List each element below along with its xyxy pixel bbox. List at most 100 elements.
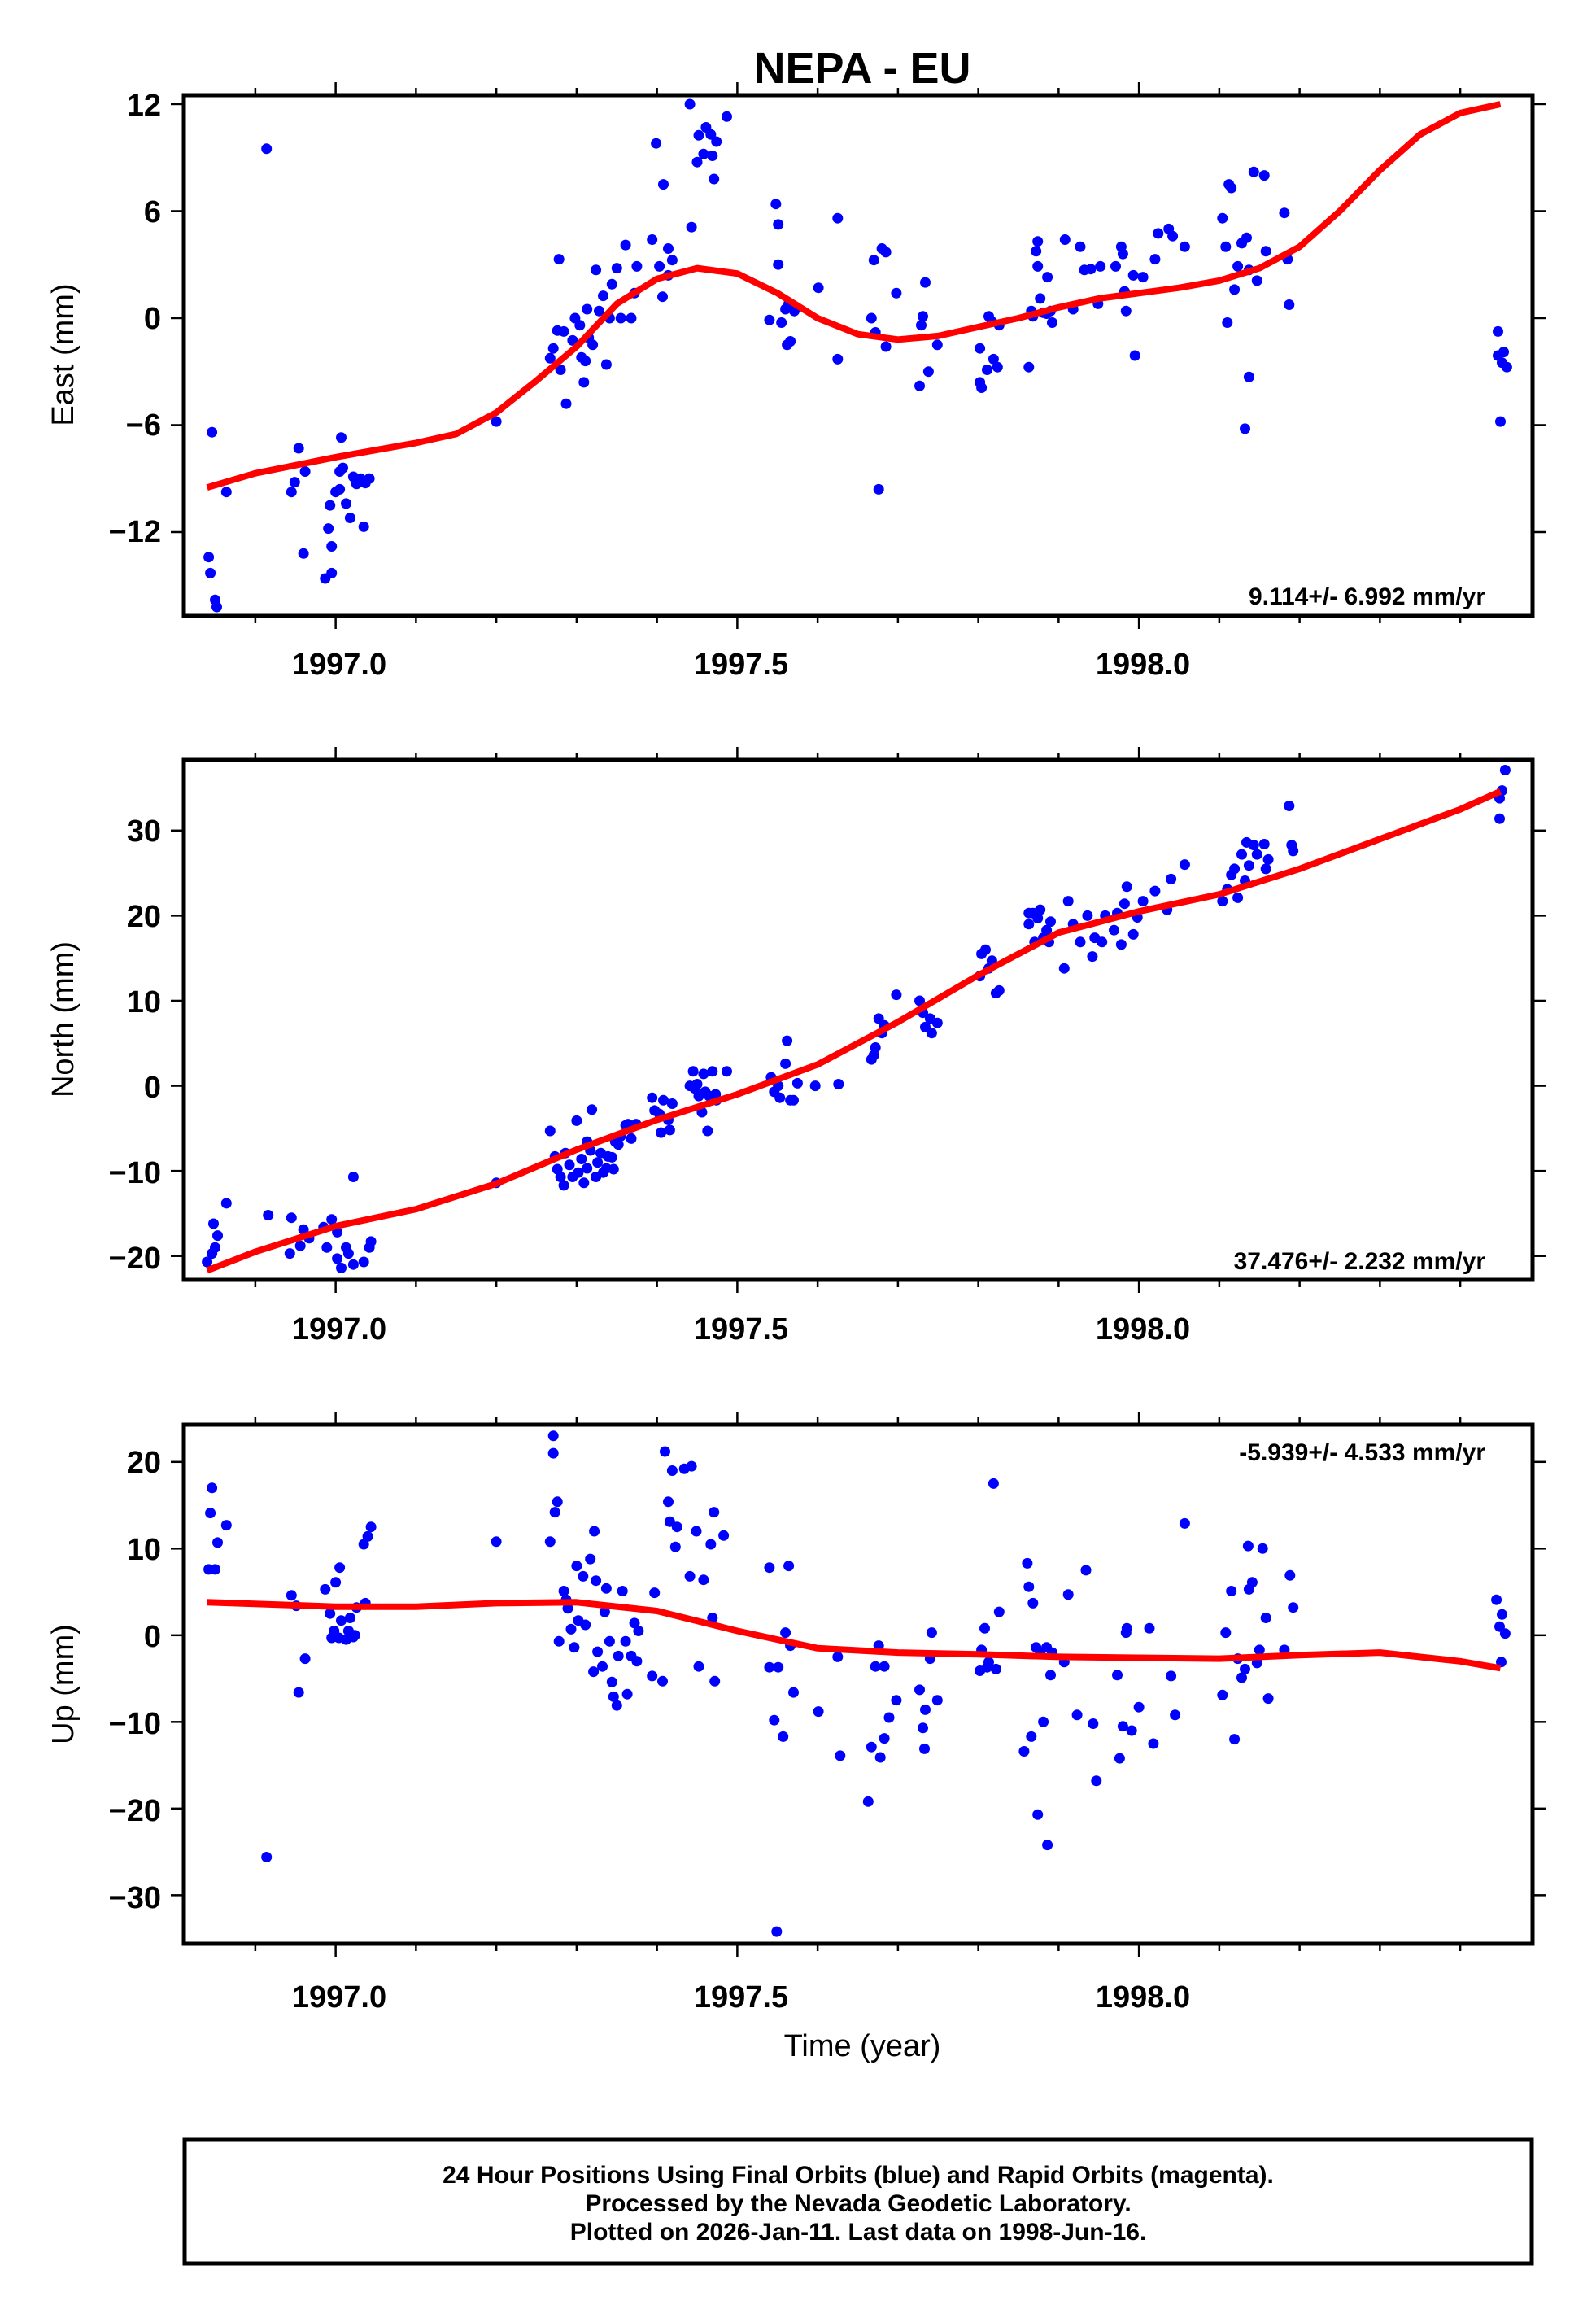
data-point bbox=[1071, 1709, 1083, 1721]
data-point bbox=[660, 1446, 670, 1457]
data-point bbox=[686, 1460, 697, 1472]
data-point bbox=[202, 1256, 213, 1268]
data-point bbox=[891, 1695, 902, 1706]
data-point bbox=[791, 1077, 803, 1089]
panel-north: North (mm) 37.476+/- 2.232 mm/yr 1997.0 … bbox=[46, 747, 1546, 1347]
data-point bbox=[555, 1172, 566, 1182]
data-point bbox=[349, 1630, 360, 1641]
data-point bbox=[1133, 1701, 1145, 1713]
data-point bbox=[1032, 1809, 1044, 1820]
data-point bbox=[1258, 839, 1270, 849]
data-point bbox=[880, 247, 892, 258]
data-point bbox=[813, 282, 824, 294]
data-point bbox=[780, 1627, 791, 1639]
data-point bbox=[883, 1712, 895, 1723]
footer-frame bbox=[182, 2137, 1534, 2266]
data-point bbox=[1031, 246, 1042, 257]
y-tick-label: −20 bbox=[109, 1794, 161, 1828]
data-point bbox=[1493, 325, 1503, 337]
data-point bbox=[1498, 347, 1509, 358]
data-point bbox=[1284, 299, 1295, 310]
data-point bbox=[651, 138, 662, 149]
data-point bbox=[1491, 1594, 1502, 1605]
data-point bbox=[1127, 269, 1139, 281]
data-point bbox=[1220, 1627, 1232, 1639]
data-point bbox=[1229, 1734, 1241, 1745]
data-point bbox=[1120, 305, 1132, 317]
data-point bbox=[203, 552, 215, 563]
data-point bbox=[286, 487, 297, 498]
data-point bbox=[832, 212, 844, 224]
data-point bbox=[691, 156, 703, 168]
data-point bbox=[1284, 1569, 1296, 1581]
data-point bbox=[711, 136, 722, 147]
data-point bbox=[1045, 1670, 1056, 1681]
data-point bbox=[330, 1577, 342, 1588]
data-point bbox=[647, 1670, 658, 1682]
y-tick-label: −6 bbox=[126, 408, 161, 443]
data-point bbox=[809, 1080, 821, 1092]
data-point bbox=[1153, 228, 1164, 239]
panel-east: East (mm) 9.114+/- 6.992 mm/yr 1997.0 19… bbox=[46, 82, 1546, 682]
data-point bbox=[553, 1635, 565, 1647]
data-point bbox=[990, 1663, 1001, 1674]
data-point bbox=[597, 1661, 608, 1672]
data-point bbox=[988, 353, 999, 365]
data-point bbox=[606, 1676, 617, 1687]
data-point bbox=[608, 1163, 619, 1175]
data-point bbox=[922, 366, 934, 378]
rate-label-up: -5.939+/- 4.533 mm/yr bbox=[1239, 1439, 1485, 1466]
data-point bbox=[1045, 916, 1056, 928]
data-point bbox=[585, 1553, 596, 1565]
data-point bbox=[1129, 350, 1140, 361]
data-point bbox=[663, 243, 674, 254]
data-point bbox=[914, 380, 925, 391]
data-point bbox=[325, 1608, 336, 1619]
data-point bbox=[1232, 892, 1244, 903]
data-point bbox=[931, 1695, 943, 1706]
data-point bbox=[1117, 1721, 1128, 1732]
data-point bbox=[326, 567, 338, 578]
data-point bbox=[1119, 898, 1130, 910]
data-point bbox=[544, 352, 556, 364]
data-point bbox=[344, 513, 355, 523]
data-point bbox=[707, 151, 718, 161]
data-point bbox=[1075, 241, 1086, 252]
data-point bbox=[336, 1262, 347, 1273]
data-point bbox=[261, 143, 273, 155]
data-point bbox=[698, 148, 709, 159]
data-point bbox=[1251, 275, 1262, 286]
data-point bbox=[718, 1530, 730, 1541]
data-point bbox=[870, 1661, 881, 1672]
data-point bbox=[629, 1617, 640, 1629]
data-point bbox=[722, 1066, 732, 1077]
data-point bbox=[868, 255, 879, 266]
data-point bbox=[880, 341, 892, 352]
plot-frame bbox=[181, 93, 1535, 618]
data-point bbox=[654, 260, 665, 272]
data-point bbox=[709, 1675, 721, 1687]
data-point bbox=[979, 1622, 990, 1634]
y-tick-label: −10 bbox=[109, 1156, 161, 1190]
data-point bbox=[920, 277, 931, 288]
data-point bbox=[1038, 1716, 1049, 1727]
data-point bbox=[879, 1661, 890, 1672]
data-point bbox=[1246, 1577, 1258, 1588]
x-tick-label: 1997.0 bbox=[292, 1980, 386, 2015]
data-point bbox=[299, 466, 311, 477]
data-point bbox=[658, 1094, 669, 1106]
data-point bbox=[1062, 896, 1074, 907]
data-point bbox=[336, 432, 347, 443]
data-point bbox=[1058, 963, 1070, 974]
data-point bbox=[207, 1482, 218, 1494]
data-point bbox=[211, 601, 222, 613]
data-point bbox=[666, 1098, 678, 1109]
y-tick-label: 0 bbox=[144, 302, 161, 336]
data-point bbox=[920, 1704, 931, 1715]
data-point bbox=[1137, 272, 1149, 283]
data-point bbox=[592, 1157, 604, 1168]
data-point bbox=[1248, 166, 1259, 177]
data-point bbox=[1032, 913, 1044, 923]
data-point bbox=[547, 1447, 559, 1459]
data-point bbox=[1042, 1840, 1053, 1851]
